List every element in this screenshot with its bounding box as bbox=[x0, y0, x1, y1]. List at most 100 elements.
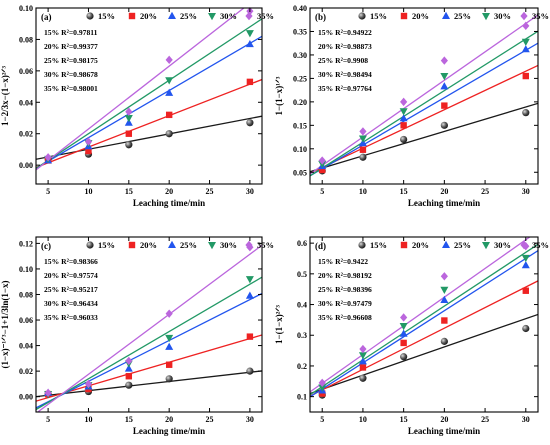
r-squared-label: 20% R²=0.99377 bbox=[44, 42, 98, 51]
y-tick-label: 0.4 bbox=[297, 301, 307, 310]
legend-marker bbox=[520, 11, 528, 21]
legend-marker bbox=[86, 12, 94, 20]
x-tick-label: 30 bbox=[522, 415, 530, 424]
x-axis-label: Leaching time/min bbox=[408, 426, 480, 436]
data-point bbox=[358, 135, 367, 143]
y-tick-label: 0.10 bbox=[293, 145, 307, 154]
y-tick-label: 0.04 bbox=[19, 98, 33, 107]
data-point bbox=[319, 390, 326, 397]
legend-item: 15% bbox=[370, 11, 387, 21]
data-point bbox=[125, 373, 133, 380]
data-point bbox=[125, 141, 133, 149]
x-tick-label: 10 bbox=[84, 187, 92, 196]
y-tick-label: 0.2 bbox=[297, 362, 307, 371]
y-tick-label: 0.25 bbox=[293, 74, 307, 83]
data-point bbox=[44, 153, 52, 162]
y-tick-label: 0.35 bbox=[293, 27, 307, 36]
legend-marker bbox=[400, 241, 408, 249]
r-squared-label: 15% R²=0.94922 bbox=[318, 28, 372, 37]
data-point bbox=[245, 276, 254, 284]
data-point bbox=[440, 272, 448, 281]
data-point bbox=[359, 127, 367, 136]
x-tick-label: 20 bbox=[440, 187, 448, 196]
data-point bbox=[165, 375, 173, 383]
legend-item: 20% bbox=[412, 240, 429, 250]
y-tick-label: 0.06 bbox=[19, 316, 33, 325]
legend-marker bbox=[86, 241, 94, 249]
y-tick-label: 0.5 bbox=[297, 270, 307, 279]
legend-item: 25% bbox=[454, 240, 471, 250]
data-point bbox=[358, 352, 367, 360]
data-point bbox=[125, 356, 133, 366]
x-tick-label: 30 bbox=[246, 415, 254, 424]
data-point bbox=[400, 313, 408, 322]
x-tick-label: 30 bbox=[246, 187, 254, 196]
fit-line-35pct bbox=[310, 237, 531, 393]
legend-item: 20% bbox=[140, 11, 157, 21]
legend-marker bbox=[442, 11, 450, 19]
x-tick-label: 10 bbox=[359, 187, 367, 196]
data-point bbox=[440, 286, 449, 295]
r-squared-label: 15% R²=0.97811 bbox=[44, 28, 98, 37]
data-point bbox=[358, 357, 367, 365]
data-point bbox=[440, 121, 448, 129]
y-tick-label: 0.20 bbox=[293, 98, 307, 107]
fit-line-15pct bbox=[310, 313, 538, 395]
legend-marker bbox=[520, 240, 528, 250]
fit-line-20pct bbox=[310, 280, 538, 397]
data-point bbox=[84, 379, 93, 389]
y-tick-label: 0.3 bbox=[297, 331, 307, 340]
data-point bbox=[441, 317, 448, 324]
data-point bbox=[399, 323, 408, 331]
data-point bbox=[246, 367, 254, 375]
legend-marker bbox=[168, 240, 176, 248]
legend-marker bbox=[208, 13, 216, 21]
data-point bbox=[165, 334, 174, 343]
x-tick-label: 15 bbox=[400, 187, 408, 196]
legend-item: 30% bbox=[494, 240, 511, 250]
legend-marker bbox=[358, 241, 366, 249]
data-point bbox=[165, 130, 173, 138]
fit-line-25pct bbox=[36, 292, 262, 409]
chart-panel-3: 5 10 15 20 25 30 0.00 0.02 0.04 0.06 0.08 0.10 0.12 L… bbox=[0, 236, 274, 436]
data-point bbox=[318, 156, 326, 165]
data-point bbox=[165, 77, 174, 85]
r-squared-label: 35% R²=0.96033 bbox=[44, 313, 98, 322]
r-squared-label: 25% R²=0.9908 bbox=[318, 56, 368, 65]
fit-line-30pct bbox=[36, 276, 262, 411]
x-tick-label: 15 bbox=[125, 187, 133, 196]
x-tick-label: 20 bbox=[165, 415, 173, 424]
data-point bbox=[165, 342, 174, 350]
data-point bbox=[165, 309, 173, 318]
data-point bbox=[440, 73, 449, 81]
legend-marker bbox=[245, 11, 253, 21]
data-point bbox=[400, 339, 407, 347]
r-squared-label: 15% R²=0.98366 bbox=[44, 257, 98, 266]
x-axis-label: Leaching time/min bbox=[133, 198, 205, 208]
chart-panel-1: 5 10 15 20 25 30 0.00 0.02 0.04 0.06 0.08 0.10 Leach… bbox=[0, 4, 274, 208]
data-point bbox=[246, 119, 254, 127]
data-point bbox=[522, 287, 529, 294]
legend-item: 25% bbox=[454, 11, 471, 21]
legend-item: 35% bbox=[532, 11, 549, 21]
legend-item: 15% bbox=[98, 240, 115, 250]
x-tick-label: 20 bbox=[165, 187, 173, 196]
y-axis-label: 1−(1−x)¹ᐟ³ bbox=[274, 76, 284, 115]
y-tick-label: 0.1 bbox=[297, 393, 307, 402]
r-squared-label: 30% R²=0.98494 bbox=[318, 70, 372, 79]
data-point bbox=[521, 38, 530, 46]
y-tick-label: 0.04 bbox=[19, 342, 33, 351]
plot-frame bbox=[35, 7, 263, 185]
fit-line-15pct bbox=[36, 370, 262, 398]
legend-marker bbox=[358, 12, 366, 20]
x-tick-label: 5 bbox=[46, 187, 50, 196]
data-point bbox=[400, 122, 407, 129]
data-point bbox=[246, 333, 254, 340]
fit-line-15pct bbox=[36, 115, 262, 160]
legend-marker bbox=[442, 240, 450, 248]
data-point bbox=[245, 39, 254, 48]
r-squared-label: 20% R²=0.98873 bbox=[318, 42, 372, 51]
panel-label: (c) bbox=[41, 241, 51, 251]
y-tick-label: 0.6 bbox=[297, 239, 307, 248]
